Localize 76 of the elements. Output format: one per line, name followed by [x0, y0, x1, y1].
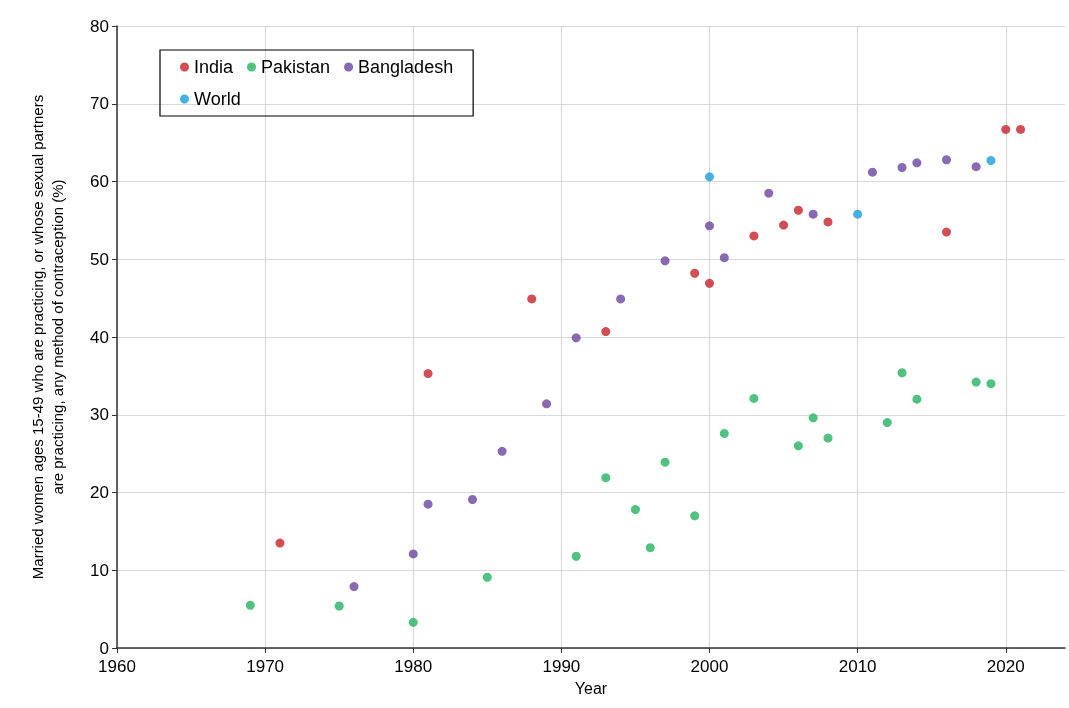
y-tick-label: 20: [90, 483, 109, 502]
point: [823, 217, 833, 227]
y-tick-label: 0: [99, 638, 109, 658]
point: [705, 221, 714, 231]
point: [897, 163, 907, 172]
point: [971, 162, 981, 172]
point: [408, 617, 418, 627]
x-tick-label: 1980: [394, 657, 433, 676]
y-tick-label: 60: [90, 172, 109, 191]
point: [705, 172, 714, 182]
point: [719, 428, 729, 438]
point: [571, 333, 581, 343]
point: [897, 368, 907, 378]
x-tick-label: 2010: [838, 657, 877, 676]
point: [1001, 124, 1011, 134]
point: [912, 394, 922, 404]
point: [882, 418, 892, 428]
point: [660, 256, 670, 266]
point: [986, 156, 996, 165]
point: [542, 399, 552, 409]
point: [482, 572, 492, 582]
legend-label: Pakistan: [261, 57, 331, 77]
legend-label: World: [194, 89, 241, 109]
point: [601, 473, 611, 483]
point: [1016, 124, 1026, 134]
x-tick-label: 1960: [98, 657, 136, 676]
legend-label: India: [194, 57, 235, 77]
point: [971, 377, 981, 387]
point: [912, 158, 922, 168]
point: [690, 511, 700, 521]
point: [527, 294, 537, 304]
point: [942, 227, 951, 237]
point: [942, 155, 951, 165]
point: [408, 549, 418, 559]
y-axis-title: Married women ages 15-49 who are practicing, or whose sexual partners are practicing, any method of contraception (%): [28, 94, 66, 580]
point: [853, 209, 863, 219]
y-tick-label: 80: [90, 16, 109, 36]
point: [764, 188, 774, 198]
point: [660, 457, 670, 467]
point: [245, 600, 255, 610]
point: [808, 209, 818, 219]
point: [571, 551, 581, 561]
point: [349, 582, 359, 592]
point: [808, 413, 818, 423]
y-tick-label: 10: [90, 560, 109, 580]
legend-label: Bangladesh: [358, 57, 454, 77]
point: [793, 441, 803, 451]
point: [468, 495, 477, 504]
point: [630, 505, 640, 515]
x-tick-label: 2000: [690, 657, 729, 676]
y-tick-label: 40: [90, 327, 109, 347]
x-axis-title: Year: [574, 679, 608, 697]
point: [779, 220, 789, 230]
y-tick-label: 50: [90, 249, 109, 269]
point: [334, 601, 344, 611]
point: [645, 543, 655, 553]
point: [601, 327, 611, 337]
x-tick-label: 2020: [986, 657, 1025, 676]
point: [616, 294, 626, 304]
point: [986, 379, 996, 389]
point: [867, 167, 877, 177]
point: [423, 499, 433, 509]
point: [793, 205, 803, 215]
x-tick-label: 1970: [246, 657, 285, 676]
point: [749, 231, 759, 241]
point: [275, 538, 285, 548]
point: [705, 278, 714, 288]
y-tick-label: 30: [90, 405, 109, 425]
point: [823, 433, 833, 443]
point: [423, 369, 433, 379]
x-tick-label: 1990: [542, 657, 581, 676]
y-tick-label: 70: [90, 94, 109, 114]
point: [749, 393, 759, 403]
point: [719, 253, 729, 263]
point: [690, 268, 700, 278]
point: [497, 446, 507, 456]
